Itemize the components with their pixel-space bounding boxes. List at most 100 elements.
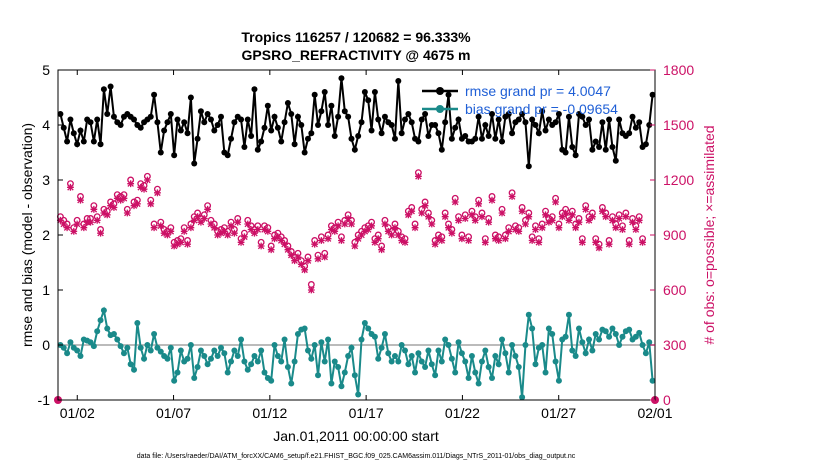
assimilated-count-point [361,227,369,235]
bias-point [428,361,435,368]
assimilated-count-point [468,211,476,219]
assimilated-count-point [180,227,188,235]
bias-point [124,344,131,351]
assimilated-count-point [451,198,459,206]
legend: rmse grand pr = 4.0047 bias grand pr = -… [422,83,618,117]
rmse-point [626,130,633,137]
rmse-point [462,133,469,139]
assimilated-count-point [73,220,81,228]
rmse-point [646,122,653,128]
rmse-point [435,130,442,137]
assimilated-count-point [639,238,646,246]
assimilated-count-point [522,220,529,228]
rmse-point [472,135,479,142]
rmse-point [254,146,261,153]
assimilated-count-point [552,198,559,206]
bias-point [67,339,74,346]
bias-point [562,333,569,340]
bias-point [104,325,111,332]
assimilated-count-point [565,216,573,224]
assimilated-count-point [548,216,556,224]
bias-point [616,342,623,348]
assimilated-count-point [70,227,78,235]
assimilated-count-point [214,231,222,239]
bias-point [412,369,419,376]
bias-point [271,342,278,348]
assimilated-count-point [311,240,319,248]
rmse-point [492,135,499,142]
bias-point [308,355,315,362]
assimilated-count-point [488,196,496,204]
assimilated-count-point [391,224,399,232]
assimilated-count-point [271,235,278,243]
rmse-point [341,108,348,115]
rmse-point [271,113,278,120]
rmse-point [261,124,268,131]
bias-point [422,364,429,370]
rmse-point [552,119,559,126]
assimilated-count-point [615,215,623,222]
assimilated-count-point [204,205,212,213]
bias-point [636,329,643,336]
assimilated-count-point [230,229,238,237]
bias-point [114,336,121,343]
assimilated-count-point [458,235,466,243]
assimilated-count-point [317,237,325,244]
assimilated-count-point [455,216,462,224]
assimilated-count-point [257,242,265,250]
rmse-point [358,119,365,126]
rmse-point [532,122,539,128]
assimilated-count-point [595,244,603,252]
assimilated-count-point [448,229,456,237]
assimilated-count-point [150,224,158,232]
assimilated-count-point [97,229,104,237]
assimilated-count-point [512,226,519,233]
bias-point [646,339,653,346]
rmse-point [592,138,599,145]
assimilated-count-point [381,220,389,228]
bias-point [268,377,275,384]
rmse-point [525,163,532,170]
rmse-point [418,116,425,123]
rmse-point [609,144,616,150]
bias-point [214,353,221,359]
rmse-point [539,108,546,115]
assimilated-count-point [545,218,553,226]
assimilated-count-point [314,255,322,263]
bias-point [365,325,372,332]
assimilated-count-point [475,200,483,208]
rmse-point [167,111,174,117]
assimilated-count-point [438,237,446,244]
assimilated-count-point [568,211,576,219]
bias-point [318,339,325,346]
assimilated-count-point [274,233,282,241]
rmse-point [388,122,395,128]
rmse-point [569,144,576,150]
bias-point [529,325,536,332]
bias-point [378,344,385,351]
bias-point [415,350,422,357]
rmse-point [74,141,81,148]
y-left-tick-label: 3 [42,172,50,188]
rmse-point [378,130,385,137]
assimilated-count-point [518,207,526,215]
bias-point [589,347,596,354]
y-left-tick-label: 2 [42,227,50,243]
assimilated-count-point [532,226,539,233]
bias-point [325,336,332,343]
assimilated-count-point [174,240,181,248]
rmse-point [368,127,375,134]
bias-point [596,336,603,343]
assimilated-count-point [170,242,178,250]
rmse-point [288,111,295,117]
assimilated-count-point [538,224,546,232]
rmse-point [284,100,291,106]
assimilated-count-point [592,238,600,246]
rmse-point [304,135,311,142]
assimilated-count-point [261,226,268,233]
bias-point [191,375,198,381]
assimilated-count-point [187,224,195,232]
legend-rmse-marker [436,87,444,95]
rmse-point [308,130,315,137]
assimilated-count-point [388,231,396,239]
